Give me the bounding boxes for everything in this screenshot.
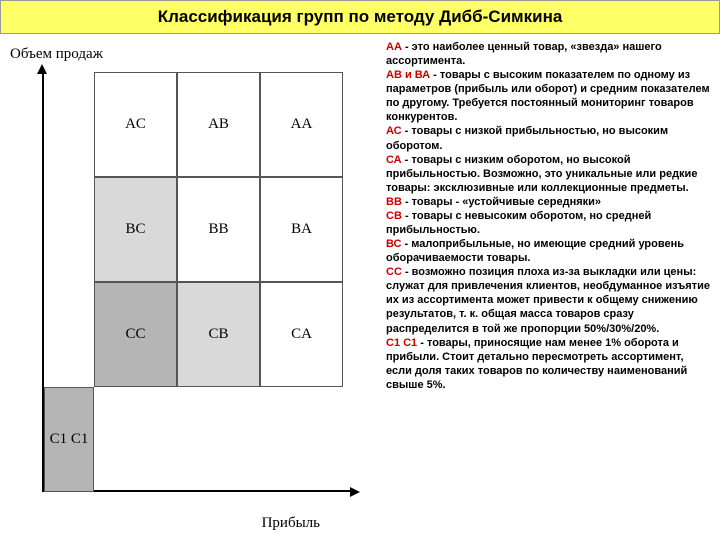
- matrix-cell: BB: [177, 177, 260, 282]
- description-item: ВВ - товары - «устойчивые середняки»: [386, 195, 710, 209]
- description-item: С1 С1 - товары, приносящие нам менее 1% …: [386, 336, 710, 392]
- plot: ACABAA BCBBBA CCCBCA C1 C1: [42, 72, 352, 492]
- description-code: С1 С1: [386, 337, 417, 349]
- description-item: АА - это наиболее ценный товар, «звезда»…: [386, 40, 710, 68]
- descriptions: АА - это наиболее ценный товар, «звезда»…: [380, 34, 720, 538]
- description-item: АВ и ВА - товары с высоким показателем п…: [386, 68, 710, 124]
- description-item: ВС - малоприбыльные, но имеющие средний …: [386, 237, 710, 265]
- y-axis-label: Объем продаж: [10, 46, 103, 63]
- description-item: СВ - товары с невысоким оборотом, но сре…: [386, 209, 710, 237]
- description-code: СС: [386, 266, 402, 278]
- description-code: СВ: [386, 210, 402, 222]
- description-code: ВВ: [386, 196, 402, 208]
- matrix-cell: CC: [94, 282, 177, 387]
- matrix-cell: C1 C1: [44, 387, 94, 492]
- matrix-cell: BC: [94, 177, 177, 282]
- matrix-cell: AC: [94, 72, 177, 177]
- description-code: АА: [386, 41, 402, 53]
- description-item: АС - товары с низкой прибыльностью, но в…: [386, 124, 710, 152]
- x-axis-label: Прибыль: [262, 515, 320, 532]
- description-code: ВС: [386, 238, 401, 250]
- description-code: АВ и ВА: [386, 69, 430, 81]
- description-item: СС - возможно позиция плоха из-за выклад…: [386, 265, 710, 335]
- description-item: СА - товары с низким оборотом, но высоко…: [386, 153, 710, 195]
- content: Объем продаж ACABAA BCBBBA CCCBCA C1 C1 При…: [0, 34, 720, 538]
- matrix-cell: AA: [260, 72, 343, 177]
- matrix-cell: AB: [177, 72, 260, 177]
- matrix-cell: CA: [260, 282, 343, 387]
- description-code: АС: [386, 125, 402, 137]
- matrix-grid: ACABAA BCBBBA CCCBCA C1 C1: [44, 72, 344, 492]
- matrix-cell: CB: [177, 282, 260, 387]
- description-code: СА: [386, 154, 402, 166]
- matrix-cell: BA: [260, 177, 343, 282]
- x-axis-arrow-icon: [350, 487, 360, 497]
- slide-title: Классификация групп по методу Дибб-Симки…: [0, 0, 720, 34]
- chart-area: Объем продаж ACABAA BCBBBA CCCBCA C1 C1 При…: [0, 34, 380, 538]
